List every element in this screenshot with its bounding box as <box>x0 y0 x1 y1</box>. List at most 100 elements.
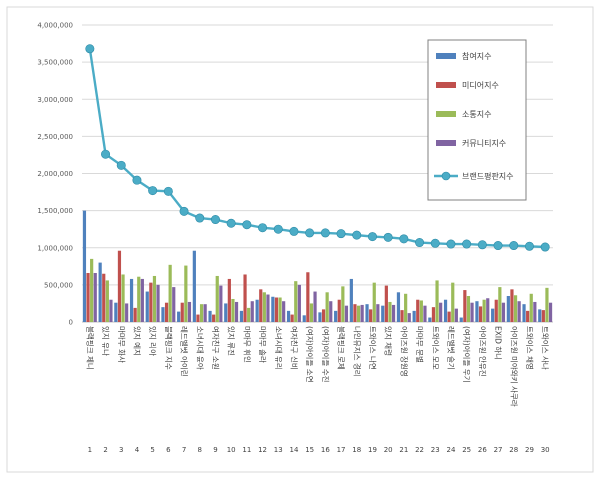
legend-swatch <box>436 53 456 59</box>
y-tick-label: 1,000,000 <box>37 244 73 252</box>
x-axis-labels: 1 2 3 4 5 6 7 8 9 10 11 12 13 14 15 16 17 18 19 20 21 22 23 24 2… <box>85 326 550 454</box>
bar-참여지수 <box>506 296 510 322</box>
bar-미디어지수 <box>86 272 90 322</box>
bar-소통지수 <box>247 307 251 322</box>
category-label: (여자)아이들 수진 <box>321 326 331 383</box>
x-tick-label: 29 <box>525 446 534 454</box>
y-axis-ticks: 0 500,000 1,000,000 1,500,000 2,000,000 2,500… <box>37 22 73 327</box>
category-label: 있지 류진 <box>227 326 237 356</box>
bar-미디어지수 <box>180 302 184 322</box>
line-point <box>148 186 158 196</box>
x-tick-label: 26 <box>478 446 487 454</box>
bar-참여지수 <box>98 262 102 322</box>
bar-참여지수 <box>349 278 353 322</box>
bar-소통지수 <box>90 258 94 322</box>
legend-swatch <box>436 140 456 146</box>
bar-참여지수 <box>302 315 306 322</box>
bar-소통지수 <box>121 274 125 322</box>
line-point <box>85 44 95 54</box>
line-point <box>163 186 173 196</box>
x-tick-label: 22 <box>415 446 424 454</box>
bar-소통지수 <box>152 275 157 322</box>
bar-미디어지수 <box>416 299 420 322</box>
x-tick-label: 16 <box>321 446 330 454</box>
bar-미디어지수 <box>212 314 216 322</box>
line-point <box>446 239 456 249</box>
bar-소통지수 <box>231 298 235 322</box>
bar-소통지수 <box>435 280 439 322</box>
bar-커뮤니티지수 <box>93 272 97 322</box>
category-label: 마마무 솔라 <box>258 326 267 363</box>
bar-참여지수 <box>491 308 495 322</box>
y-tick-label: 3,000,000 <box>37 96 73 104</box>
category-label: 마마무 휘인 <box>242 326 252 363</box>
bar-소통지수 <box>278 297 282 322</box>
category-label: 소녀시대 윤아 <box>195 326 205 370</box>
bar-커뮤니티지수 <box>234 301 239 322</box>
y-tick-label: 1,500,000 <box>37 207 73 215</box>
category-label: 레드벨벳 아이린 <box>180 326 190 377</box>
bar-미디어지수 <box>196 314 200 322</box>
line-series <box>85 44 550 252</box>
bar-미디어지수 <box>463 290 467 322</box>
line-point <box>399 234 409 244</box>
bar-소통지수 <box>419 300 423 322</box>
category-label: 있지 유나 <box>101 326 110 356</box>
bar-참여지수 <box>286 310 291 322</box>
line-point <box>273 224 283 234</box>
category-label: 아이즈원 장원영 <box>399 326 409 377</box>
bar-미디어지수 <box>431 307 436 322</box>
bar-참여지수 <box>443 299 448 322</box>
bar-커뮤니티지수 <box>297 284 301 322</box>
category-label: 레드벨벳 슬기 <box>446 326 455 370</box>
bar-소통지수 <box>545 287 549 322</box>
x-tick-label: 25 <box>462 446 471 454</box>
legend-swatch <box>436 111 456 117</box>
bar-참여지수 <box>412 310 416 322</box>
legend-label: 참여지수 <box>462 51 491 61</box>
legend-label: 소통지수 <box>462 110 491 119</box>
category-label: (여자)아이들 소연 <box>305 326 315 383</box>
bar-소통지수 <box>356 305 361 322</box>
bar-커뮤니티지수 <box>391 304 396 322</box>
bar-참여지수 <box>334 310 338 322</box>
bar-미디어지수 <box>321 309 326 322</box>
x-tick-label: 20 <box>384 446 393 454</box>
x-tick-label: 15 <box>305 446 314 454</box>
bar-커뮤니티지수 <box>313 291 317 322</box>
x-tick-label: 23 <box>431 446 440 454</box>
bar-소통지수 <box>309 303 314 322</box>
category-label: EXID 하니 <box>494 326 504 360</box>
y-tick-label: 2,500,000 <box>37 133 73 141</box>
bar-커뮤니티지수 <box>501 302 506 322</box>
category-label: 트와이스 사나 <box>541 326 551 370</box>
x-tick-label: 13 <box>274 446 283 454</box>
bar-미디어지수 <box>510 289 514 322</box>
bar-참여지수 <box>114 302 118 322</box>
bar-참여지수 <box>255 299 259 322</box>
line-point <box>367 232 377 242</box>
bar-소통지수 <box>184 265 188 322</box>
category-label: 블랙핑크 지수 <box>164 326 174 370</box>
bar-미디어지수 <box>274 297 279 322</box>
category-label: 마마무 문별 <box>415 326 425 363</box>
bar-참여지수 <box>318 312 322 322</box>
x-tick-label: 11 <box>242 446 251 454</box>
bar-미디어지수 <box>369 309 373 322</box>
bar-커뮤니티지수 <box>486 298 490 322</box>
bar-커뮤니티지수 <box>454 308 458 322</box>
bar-커뮤니티지수 <box>407 313 411 322</box>
x-tick-label: 24 <box>446 446 455 454</box>
line-point <box>383 232 393 242</box>
bar-미디어지수 <box>102 273 106 322</box>
legend-label: 브랜드평판지수 <box>462 171 514 181</box>
bar-소통지수 <box>388 301 392 322</box>
category-label: 여자친구 소원 <box>211 326 221 370</box>
category-label: 있지 리아 <box>148 326 158 356</box>
x-tick-label: 6 <box>166 446 171 454</box>
line-point <box>415 238 425 248</box>
x-tick-label: 14 <box>289 446 298 454</box>
line-point <box>305 228 315 238</box>
bar-커뮤니티지수 <box>439 302 443 322</box>
